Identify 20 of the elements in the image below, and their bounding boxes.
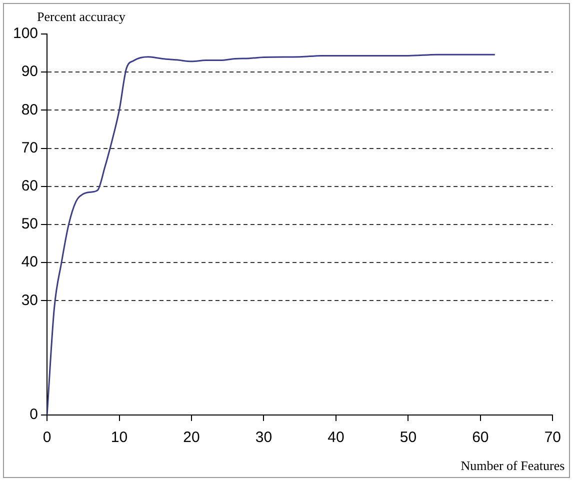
y-tick-label: 60 [21,178,38,195]
x-tick-label: 40 [328,429,344,446]
line-series [47,54,496,415]
y-tick-label: 90 [21,63,38,80]
y-axis-title: Percent accuracy [37,8,126,24]
x-tick-label: 0 [42,429,52,446]
x-tick-label: 60 [472,429,489,446]
y-tick-label: 70 [21,139,38,156]
y-tick-label: 0 [30,406,38,424]
y-tick-label: 100 [12,25,38,42]
x-tick-label: 10 [110,429,128,446]
x-axis-title: Number of Features [460,458,565,473]
x-tick-label: 50 [400,429,417,446]
y-tick-label: 50 [21,216,38,233]
y-tick-label: 40 [21,254,38,271]
x-tick-label: 30 [255,429,272,446]
x-tick-label: 20 [183,429,200,446]
x-tick-label: 70 [544,429,561,446]
y-tick-label: 80 [21,101,38,118]
y-tick-label: 30 [21,292,38,309]
